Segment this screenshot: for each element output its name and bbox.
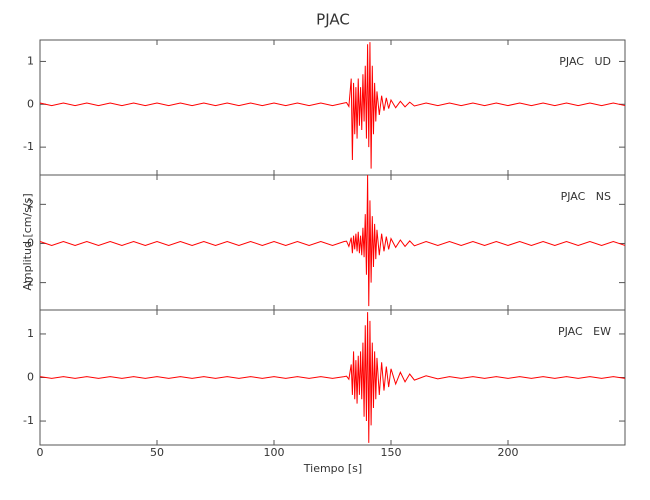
x-tick-label: 50 <box>150 446 164 459</box>
y-axis-label: Amplitud [cm/s/s] <box>21 193 34 290</box>
panel-frame <box>39 39 626 176</box>
y-tick-label: 0 <box>27 371 34 384</box>
panel-frame <box>39 174 626 311</box>
y-tick-label: -1 <box>23 414 34 427</box>
y-tick-label: 1 <box>27 327 34 340</box>
panel-label: PJAC EW <box>558 325 611 338</box>
y-tick-label: 2 <box>27 197 34 210</box>
y-tick-label: -1 <box>23 140 34 153</box>
y-tick-label: 1 <box>27 54 34 67</box>
x-tick-label: 200 <box>498 446 519 459</box>
waveform <box>39 312 626 443</box>
y-tick-label: -2 <box>23 276 34 289</box>
x-tick-label: 150 <box>381 446 402 459</box>
x-axis-label: Tiempo [s] <box>303 462 362 475</box>
panel-label: PJAC UD <box>559 55 611 68</box>
y-tick-label: 0 <box>27 236 34 249</box>
y-tick-label: 0 <box>27 97 34 110</box>
waveform <box>39 42 626 169</box>
chart-title: PJAC <box>316 11 350 29</box>
waveform <box>39 174 626 307</box>
x-tick-label: 100 <box>264 446 285 459</box>
x-tick-label: 0 <box>37 446 44 459</box>
panel-label: PJAC NS <box>561 190 611 203</box>
